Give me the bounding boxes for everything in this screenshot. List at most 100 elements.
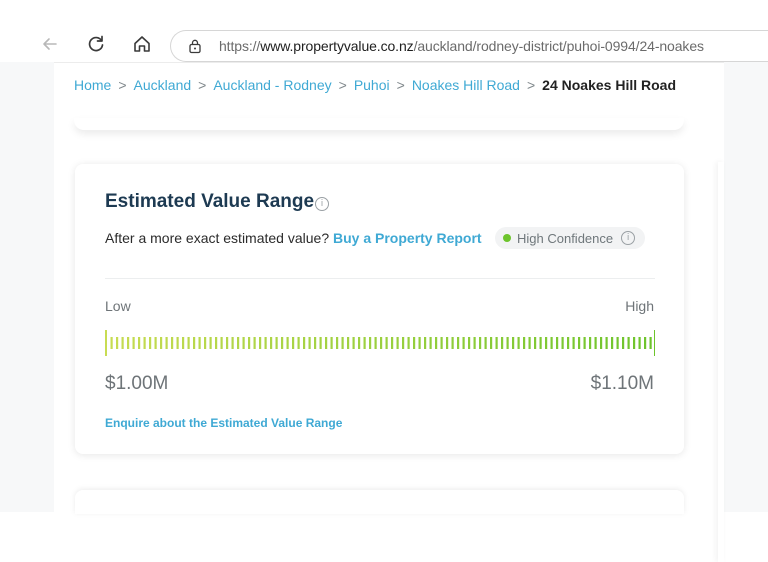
range-bar-tick	[611, 337, 614, 349]
browser-toolbar: https://www.propertyvalue.co.nz/auckland…	[0, 0, 768, 62]
reload-button[interactable]	[82, 30, 110, 58]
range-bar-tick	[308, 337, 311, 349]
range-bar-tick	[495, 337, 498, 349]
url-domain: www.propertyvalue.co.nz	[260, 38, 414, 54]
range-bar-tick	[644, 337, 647, 349]
range-bar-tick	[204, 337, 207, 349]
side-card-edge	[718, 162, 724, 562]
range-bar-tick	[446, 337, 449, 349]
buy-report-link[interactable]: Buy a Property Report	[333, 230, 482, 246]
range-bar-end-cap	[654, 330, 655, 356]
range-bar-tick	[429, 337, 432, 349]
range-bar-tick	[506, 337, 509, 349]
breadcrumb-separator: >	[338, 77, 347, 93]
range-bar-tick	[523, 337, 526, 349]
page-background: Home > Auckland > Auckland - Rodney > Puhoi > No…	[0, 62, 768, 562]
address-bar[interactable]: https://www.propertyvalue.co.nz/auckland…	[170, 30, 768, 62]
range-bar-tick	[341, 337, 344, 349]
range-bar-tick	[396, 337, 399, 349]
report-prompt-text: After a more exact estimated value?	[105, 230, 330, 246]
range-bar-tick	[215, 337, 218, 349]
range-low-label: Low	[105, 298, 131, 314]
range-bar-tick	[600, 337, 603, 349]
breadcrumb-bar: Home > Auckland > Auckland - Rodney > Puhoi > No…	[54, 62, 724, 129]
range-bar-tick	[638, 337, 641, 349]
breadcrumb-auckland-rodney[interactable]: Auckland - Rodney	[213, 77, 332, 93]
range-bar-tick	[292, 337, 295, 349]
range-bar-tick	[528, 337, 531, 349]
range-bar-tick	[468, 337, 471, 349]
breadcrumb-auckland[interactable]: Auckland	[133, 77, 192, 93]
range-bar-tick	[149, 337, 152, 349]
range-bar-tick	[286, 337, 289, 349]
range-bar-tick	[220, 337, 223, 349]
range-bar-tick	[479, 337, 482, 349]
range-bar-tick	[462, 337, 465, 349]
report-prompt: After a more exact estimated value? Buy …	[105, 230, 482, 246]
range-low-value: $1.00M	[105, 373, 169, 394]
range-bar-tick	[193, 337, 196, 349]
enquire-link[interactable]: Enquire about the Estimated Value Range	[105, 416, 343, 430]
range-bar-tick	[330, 337, 333, 349]
breadcrumb-separator: >	[198, 77, 207, 93]
range-bar-tick	[253, 337, 256, 349]
divider	[105, 278, 655, 279]
range-bar-tick	[270, 337, 273, 349]
range-bar-tick	[407, 337, 410, 349]
range-bar-tick	[457, 337, 460, 349]
url-path: /auckland/rodney-district/puhoi-0994/24-…	[413, 38, 704, 54]
home-icon	[134, 36, 150, 52]
range-bar-start-cap	[105, 330, 107, 356]
site-info-icon[interactable]	[187, 38, 203, 54]
range-bar-tick	[121, 337, 124, 349]
confidence-label: High Confidence	[517, 230, 614, 246]
range-bar-tick	[633, 337, 636, 349]
range-bar-tick	[490, 337, 493, 349]
breadcrumb-separator: >	[118, 77, 127, 93]
range-bar-tick	[248, 337, 251, 349]
info-icon[interactable]: i	[621, 231, 636, 245]
range-bar-tick	[380, 337, 383, 349]
range-bar-tick	[154, 337, 157, 349]
range-bar-tick	[627, 337, 630, 349]
range-bar-tick	[132, 337, 135, 349]
range-bar-tick	[451, 337, 454, 349]
range-bar-tick	[143, 337, 146, 349]
range-bar-tick	[440, 337, 443, 349]
range-bar-tick	[402, 337, 405, 349]
home-button[interactable]	[128, 30, 156, 58]
range-high-value: $1.10M	[590, 373, 654, 394]
range-bar-tick	[512, 337, 515, 349]
estimated-value-card: Estimated Value Range i After a more exa…	[75, 164, 684, 454]
range-bar-tick	[545, 337, 548, 349]
range-bar-tick	[281, 337, 284, 349]
range-bar-tick	[237, 337, 240, 349]
breadcrumb-home[interactable]: Home	[74, 77, 112, 93]
range-high-label: High	[625, 298, 654, 314]
range-bar-tick	[534, 337, 537, 349]
range-bar-tick	[484, 337, 487, 349]
confidence-badge: High Confidence i	[495, 227, 646, 249]
range-bar-tick	[435, 337, 438, 349]
range-bar-tick	[649, 337, 652, 349]
back-button[interactable]	[36, 30, 64, 58]
range-bar-tick	[187, 337, 190, 349]
range-bar-tick	[116, 337, 119, 349]
range-bar-tick	[424, 337, 427, 349]
value-range-bar	[105, 330, 655, 356]
range-bar-tick	[336, 337, 339, 349]
info-icon[interactable]: i	[315, 197, 329, 211]
breadcrumb-current: 24 Noakes Hill Road	[542, 77, 676, 93]
range-bar-tick	[583, 337, 586, 349]
range-bar-tick	[275, 337, 278, 349]
url-text: https://www.propertyvalue.co.nz/auckland…	[219, 38, 704, 54]
range-bar-tick	[231, 337, 234, 349]
range-bar-tick	[198, 337, 201, 349]
range-bar-tick	[616, 337, 619, 349]
range-bar-tick	[352, 337, 355, 349]
url-prefix: https://	[219, 38, 261, 54]
range-bar-tick	[297, 337, 300, 349]
breadcrumb-noakes-hill-road[interactable]: Noakes Hill Road	[411, 77, 520, 93]
range-bar-tick	[264, 337, 267, 349]
breadcrumb-puhoi[interactable]: Puhoi	[353, 77, 390, 93]
